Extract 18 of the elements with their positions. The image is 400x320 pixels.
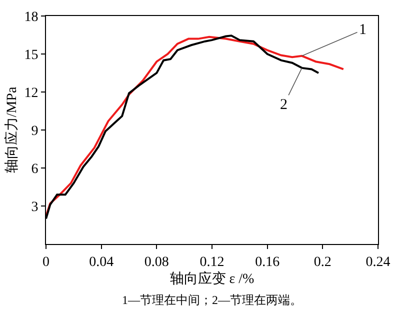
y-tick-label: 15 [24, 48, 38, 63]
y-tick-label: 12 [24, 86, 38, 101]
text: 1 [359, 22, 366, 38]
y-tick-label: 18 [24, 10, 38, 25]
x-tick-label: 0.08 [144, 254, 169, 270]
x-tick-label: 0.24 [366, 254, 390, 270]
x-tick-label: 0 [42, 254, 50, 270]
text: 2 [280, 97, 288, 113]
x-tick-label: 0.04 [89, 254, 114, 270]
x-axis-title: 轴向应变 ε /% [170, 271, 255, 288]
x-tick-label: 0.12 [200, 254, 224, 270]
text: 1—节理在中间；2—节理在两端。 [122, 293, 302, 307]
y-axis-title: 轴向应力/MPa [4, 86, 20, 174]
y-tick-label: 3 [31, 200, 38, 215]
x-tick-label: 0.2 [314, 254, 332, 270]
y-tick-label: 6 [31, 162, 38, 177]
x-tick-label: 0.16 [255, 254, 280, 270]
y-tick-label: 9 [31, 124, 38, 139]
